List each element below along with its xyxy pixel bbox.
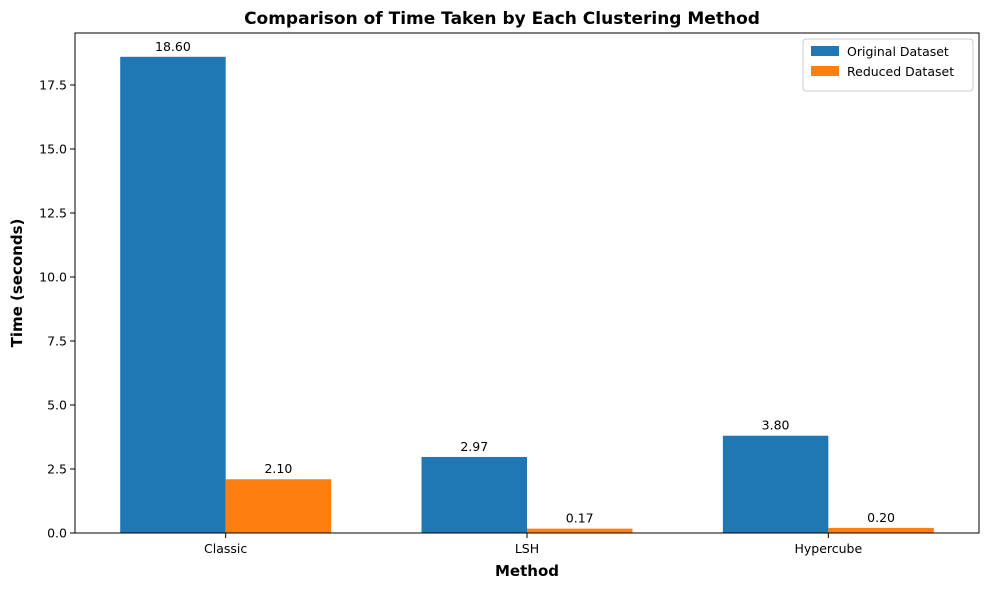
y-tick-label: 5.0	[47, 397, 67, 412]
data-label: 0.17	[566, 511, 594, 526]
data-label: 3.80	[762, 418, 790, 433]
bar-original-dataset-classic	[120, 56, 226, 534]
y-tick-label: 2.5	[47, 462, 67, 477]
legend: Original Dataset Reduced Dataset	[802, 38, 974, 92]
bar-reduced-dataset-hypercube	[828, 527, 934, 533]
chart-title: Comparison of Time Taken by Each Cluster…	[244, 9, 760, 29]
bar-reduced-dataset-classic	[225, 479, 332, 533]
legend-label: Reduced Dataset	[847, 64, 954, 79]
y-tick-label: 17.5	[39, 77, 67, 92]
x-axis-label: Method	[495, 562, 559, 580]
bar-original-dataset-lsh	[421, 456, 527, 533]
legend-label: Original Dataset	[847, 44, 949, 59]
y-tick-label: 15.0	[39, 141, 67, 156]
x-tick-label: Hypercube	[794, 541, 862, 556]
y-tick-label: 10.0	[39, 269, 67, 284]
x-tick-label: Classic	[204, 541, 247, 556]
legend-swatch	[811, 66, 839, 76]
legend-swatch	[811, 46, 839, 56]
y-tick-label: 0.0	[47, 526, 67, 541]
y-tick-label: 7.5	[47, 333, 67, 348]
data-label: 0.20	[867, 510, 895, 525]
y-tick-label: 12.5	[39, 205, 67, 220]
data-label: 2.10	[264, 461, 292, 476]
legend-box	[802, 38, 974, 92]
data-label: 18.60	[155, 39, 191, 54]
bar-reduced-dataset-lsh	[527, 528, 633, 533]
x-tick-label: LSH	[515, 541, 539, 556]
bar-original-dataset-hypercube	[722, 435, 829, 533]
data-label: 2.97	[460, 439, 488, 454]
y-axis-label: Time (seconds)	[8, 219, 26, 348]
plot-area: 18.60 2.97 3.80 2.10 0.17 0.20 0.0 2.5 5.0 7.5 10.…	[39, 32, 980, 556]
